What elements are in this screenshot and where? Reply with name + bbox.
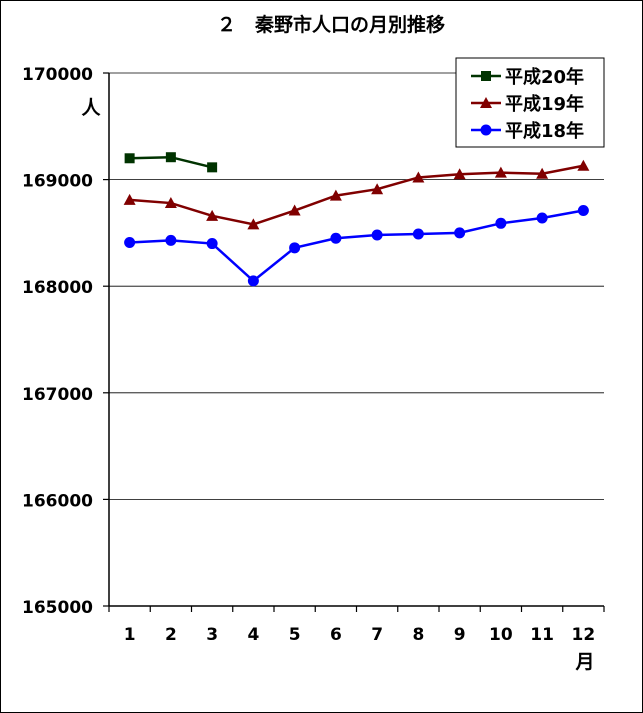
data-point	[495, 217, 507, 229]
x-tick-label: 4	[247, 625, 259, 645]
data-point	[289, 242, 301, 254]
x-tick-label: 11	[530, 625, 554, 645]
data-point	[536, 167, 549, 179]
data-point	[371, 183, 384, 195]
data-point	[371, 229, 383, 241]
x-tick-label: 6	[330, 625, 342, 645]
series-line	[129, 164, 584, 226]
series-0	[124, 152, 218, 173]
legend-item: 平成18年	[471, 120, 584, 142]
data-point	[165, 152, 176, 163]
y-tick-label: 169000	[22, 172, 93, 192]
data-point	[206, 238, 218, 250]
data-point	[124, 153, 135, 164]
y-axis-ticks: 165000 166000 167000 168000 169000 170000	[22, 65, 109, 618]
chart-title: ２ 秦野市人口の月別推移	[217, 13, 445, 36]
x-tick-label: 5	[289, 625, 301, 645]
data-point	[165, 234, 177, 246]
data-point	[247, 218, 260, 230]
series-2	[124, 205, 589, 287]
data-point	[206, 209, 219, 221]
x-tick-label: 1	[124, 625, 136, 645]
data-point	[247, 275, 259, 287]
legend-marker	[481, 71, 491, 81]
data-point	[454, 227, 466, 239]
data-point	[329, 189, 342, 201]
data-point	[124, 236, 136, 248]
legend-label: 平成19年	[505, 93, 584, 115]
x-tick-label: 9	[454, 625, 466, 645]
series-1	[123, 159, 590, 230]
x-tick-label: 10	[489, 625, 513, 645]
legend-item: 平成20年	[471, 66, 584, 88]
y-tick-label: 168000	[22, 278, 93, 298]
y-tick-label: 165000	[22, 598, 93, 618]
x-tick-label: 7	[371, 625, 383, 645]
y-tick-label: 167000	[22, 385, 93, 405]
data-point	[330, 232, 342, 244]
data-point	[412, 228, 424, 240]
data-point	[577, 205, 589, 217]
x-tick-label: 12	[572, 625, 596, 645]
y-tick-label: 166000	[22, 491, 93, 511]
y-axis-unit-label: 人	[81, 97, 101, 119]
x-axis-unit-label: 月	[574, 651, 594, 673]
x-tick-label: 3	[206, 625, 218, 645]
legend-item: 平成19年	[471, 93, 584, 115]
data-point	[577, 159, 590, 171]
data-point	[164, 197, 177, 209]
data-point	[536, 212, 548, 224]
y-tick-label: 170000	[22, 65, 93, 85]
series-line	[129, 209, 584, 283]
data-point	[123, 193, 136, 205]
data-point	[207, 162, 218, 173]
legend-label: 平成18年	[505, 120, 584, 142]
series-group	[123, 152, 590, 287]
gridlines	[109, 72, 604, 500]
data-point	[494, 166, 507, 178]
legend-marker	[480, 124, 492, 136]
legend-marker	[480, 97, 492, 108]
x-tick-label: 2	[165, 625, 177, 645]
data-point	[288, 204, 301, 216]
x-tick-label: 8	[412, 625, 424, 645]
legend-label: 平成20年	[505, 66, 584, 88]
x-axis-ticks: 1 2 3 4 5 6 7 8 9 10 11 12	[108, 606, 605, 645]
data-point	[412, 171, 425, 183]
data-point	[453, 168, 466, 180]
